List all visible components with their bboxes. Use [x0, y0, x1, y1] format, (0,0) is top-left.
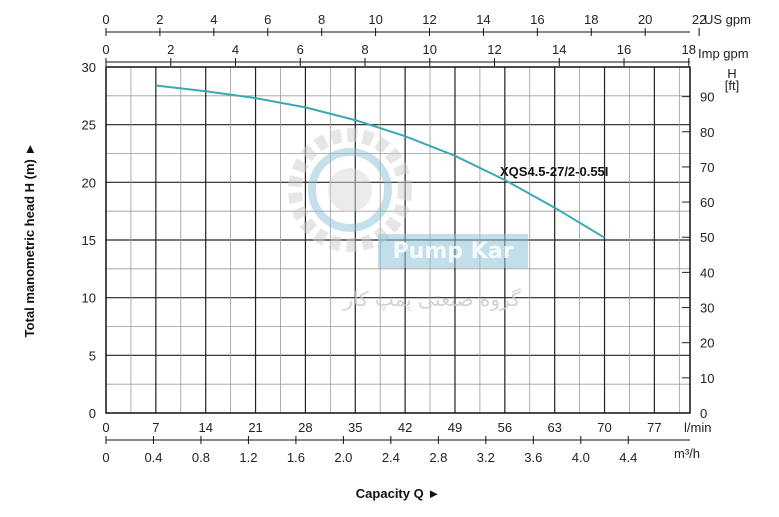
right-axis-head-label: H	[727, 66, 736, 81]
imp-gpm-tick-label: 10	[423, 42, 437, 57]
head-ft-tick-label: 10	[700, 371, 714, 386]
head-m-tick-label: 5	[89, 348, 96, 363]
us-gpm-tick-label: 20	[638, 12, 652, 27]
lmin-tick-label: 14	[198, 420, 212, 435]
lmin-tick-label: 56	[498, 420, 512, 435]
us-gpm-tick-label: 10	[368, 12, 382, 27]
us-gpm-tick-label: 4	[210, 12, 217, 27]
imp-gpm-tick-label: 12	[487, 42, 501, 57]
lmin-tick-label: 42	[398, 420, 412, 435]
series-line-0	[155, 84, 606, 239]
lmin-tick-label: 63	[547, 420, 561, 435]
lmin-tick-label: 0	[102, 420, 109, 435]
x-axis-title: Capacity Q ►	[356, 486, 440, 501]
head-m-tick-label: 0	[89, 406, 96, 421]
us-gpm-tick-label: 6	[264, 12, 271, 27]
head-m-tick-label: 10	[82, 291, 96, 306]
lmin-tick-label: 49	[448, 420, 462, 435]
us-gpm-tick-label: 2	[156, 12, 163, 27]
m3h-tick-label: 1.2	[239, 450, 257, 465]
watermark-logo-text: Pump Kar	[393, 239, 514, 264]
m3h-tick-label: 0.4	[144, 450, 162, 465]
imp-gpm-tick-label: 18	[682, 42, 696, 57]
head-ft-tick-label: 20	[700, 336, 714, 351]
us-gpm-tick-label: 8	[318, 12, 325, 27]
imp-gpm-tick-label: 8	[361, 42, 368, 57]
lmin-tick-label: 28	[298, 420, 312, 435]
m3h-tick-label: 3.6	[524, 450, 542, 465]
watermark-subtitle: گروه صنعتی پمپ کار	[342, 287, 521, 312]
imp-gpm-tick-label: 2	[167, 42, 174, 57]
series-name-label: XQS4.5-27/2-0.55I	[500, 164, 608, 179]
m3h-tick-label: 4.4	[619, 450, 637, 465]
watermark-logo-box	[378, 234, 528, 268]
lmin-unit-label: l/min	[684, 420, 711, 435]
head-ft-tick-label: 0	[700, 406, 707, 421]
watermark: Pump Kar گروه صنعتی پمپ کار	[288, 128, 528, 312]
us-gpm-tick-label: 22	[692, 12, 706, 27]
m3h-tick-label: 2.8	[429, 450, 447, 465]
us-gpm-tick-label: 14	[476, 12, 490, 27]
m3h-tick-label: 1.6	[287, 450, 305, 465]
head-ft-tick-label: 60	[700, 195, 714, 210]
us-gpm-tick-label: 18	[584, 12, 598, 27]
us-gpm-tick-label: 12	[422, 12, 436, 27]
imp-gpm-tick-label: 4	[232, 42, 239, 57]
head-ft-tick-label: 50	[700, 230, 714, 245]
m3h-tick-label: 0	[102, 450, 109, 465]
imp-gpm-tick-label: 0	[102, 42, 109, 57]
lmin-tick-label: 35	[348, 420, 362, 435]
imp-gpm-tick-label: 14	[552, 42, 566, 57]
lmin-tick-label: 7	[152, 420, 159, 435]
us-gpm-tick-label: 16	[530, 12, 544, 27]
m3h-tick-label: 2.0	[334, 450, 352, 465]
y-axis-title: Total manometric head H (m) ►	[22, 143, 37, 338]
lmin-tick-label: 77	[647, 420, 661, 435]
right-axis-unit-label: [ft]	[725, 78, 739, 93]
lmin-tick-label: 70	[597, 420, 611, 435]
head-m-tick-label: 25	[82, 118, 96, 133]
head-ft-tick-label: 80	[700, 125, 714, 140]
lmin-tick-label: 21	[248, 420, 262, 435]
head-ft-tick-label: 40	[700, 265, 714, 280]
m3h-tick-label: 0.8	[192, 450, 210, 465]
head-ft-tick-label: 30	[700, 301, 714, 316]
head-m-tick-label: 15	[82, 233, 96, 248]
m3h-tick-label: 2.4	[382, 450, 400, 465]
m3h-unit-label: m³/h	[674, 446, 700, 461]
imp-gpm-tick-label: 6	[297, 42, 304, 57]
imp-gpm-tick-label: 16	[617, 42, 631, 57]
head-ft-tick-label: 70	[700, 160, 714, 175]
watermark-gear-logo	[288, 128, 412, 252]
m3h-tick-label: 3.2	[477, 450, 495, 465]
imp-gpm-unit-label: Imp gpm	[698, 46, 749, 61]
us-gpm-tick-label: 0	[102, 12, 109, 27]
head-m-tick-label: 20	[82, 175, 96, 190]
plot-frame	[105, 66, 691, 414]
us-gpm-unit-label: US gpm	[704, 12, 751, 27]
head-ft-tick-label: 90	[700, 90, 714, 105]
m3h-tick-label: 4.0	[572, 450, 590, 465]
head-m-tick-label: 30	[82, 60, 96, 75]
